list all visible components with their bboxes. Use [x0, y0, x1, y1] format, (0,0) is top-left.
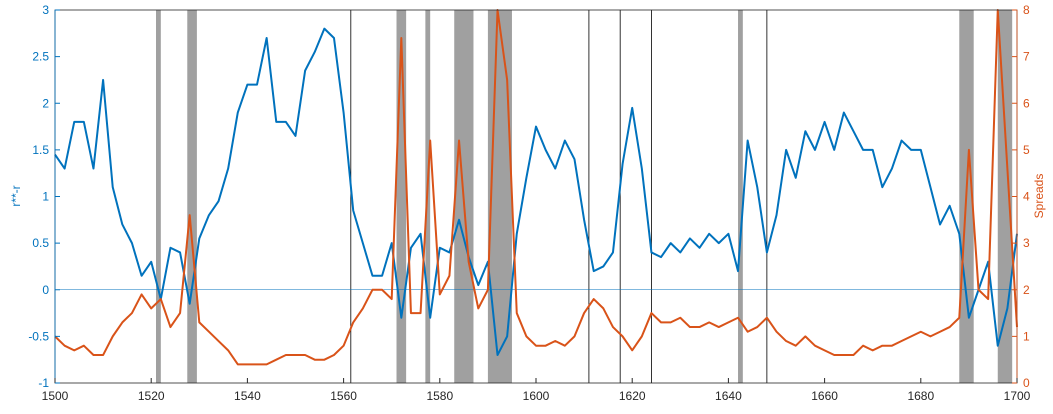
- shaded-region: [187, 10, 197, 383]
- y2-tick-label: 0: [1023, 376, 1030, 390]
- x-tick-label: 1680: [907, 389, 934, 403]
- y2-tick-label: 7: [1023, 50, 1030, 64]
- x-tick-label: 1520: [138, 389, 165, 403]
- x-tick-label: 1700: [1004, 389, 1031, 403]
- y-tick-label: 2.5: [32, 50, 49, 64]
- y2-tick-label: 1: [1023, 329, 1030, 343]
- y2-tick-label: 5: [1023, 143, 1030, 157]
- x-tick-label: 1540: [234, 389, 261, 403]
- x-tick-label: 1600: [523, 389, 550, 403]
- series-line: [54, 9, 1018, 366]
- y-tick-label: 0.5: [32, 236, 49, 250]
- x-tick-label: 1660: [811, 389, 838, 403]
- y2-tick-label: 4: [1023, 190, 1030, 204]
- y-tick-label: -0.5: [28, 329, 49, 343]
- plot-frame: [54, 9, 1018, 384]
- y-tick-label: 0: [42, 283, 49, 297]
- y2-tick-label: 3: [1023, 236, 1030, 250]
- x-tick-label: 1640: [715, 389, 742, 403]
- x-tick-label: 1580: [426, 389, 453, 403]
- shaded-region: [156, 10, 161, 383]
- y2-axis-label: Spreads: [1032, 174, 1046, 219]
- shaded-region: [738, 10, 743, 383]
- y-tick-label: 3: [42, 3, 49, 17]
- y-tick-label: 1.5: [32, 143, 49, 157]
- y-tick-label: 2: [42, 96, 49, 110]
- x-tick-label: 1560: [330, 389, 357, 403]
- shaded-region: [396, 10, 407, 383]
- series-line: [54, 27, 1018, 357]
- y-tick-label: 1: [42, 190, 49, 204]
- y2-tick-label: 8: [1023, 3, 1030, 17]
- x-tick-label: 1500: [42, 389, 69, 403]
- y-tick-label: -1: [38, 376, 49, 390]
- y2-tick-label: 2: [1023, 283, 1030, 297]
- x-tick-label: 1620: [619, 389, 646, 403]
- y-axis-label: r**-r: [9, 185, 23, 206]
- y2-tick-label: 6: [1023, 96, 1030, 110]
